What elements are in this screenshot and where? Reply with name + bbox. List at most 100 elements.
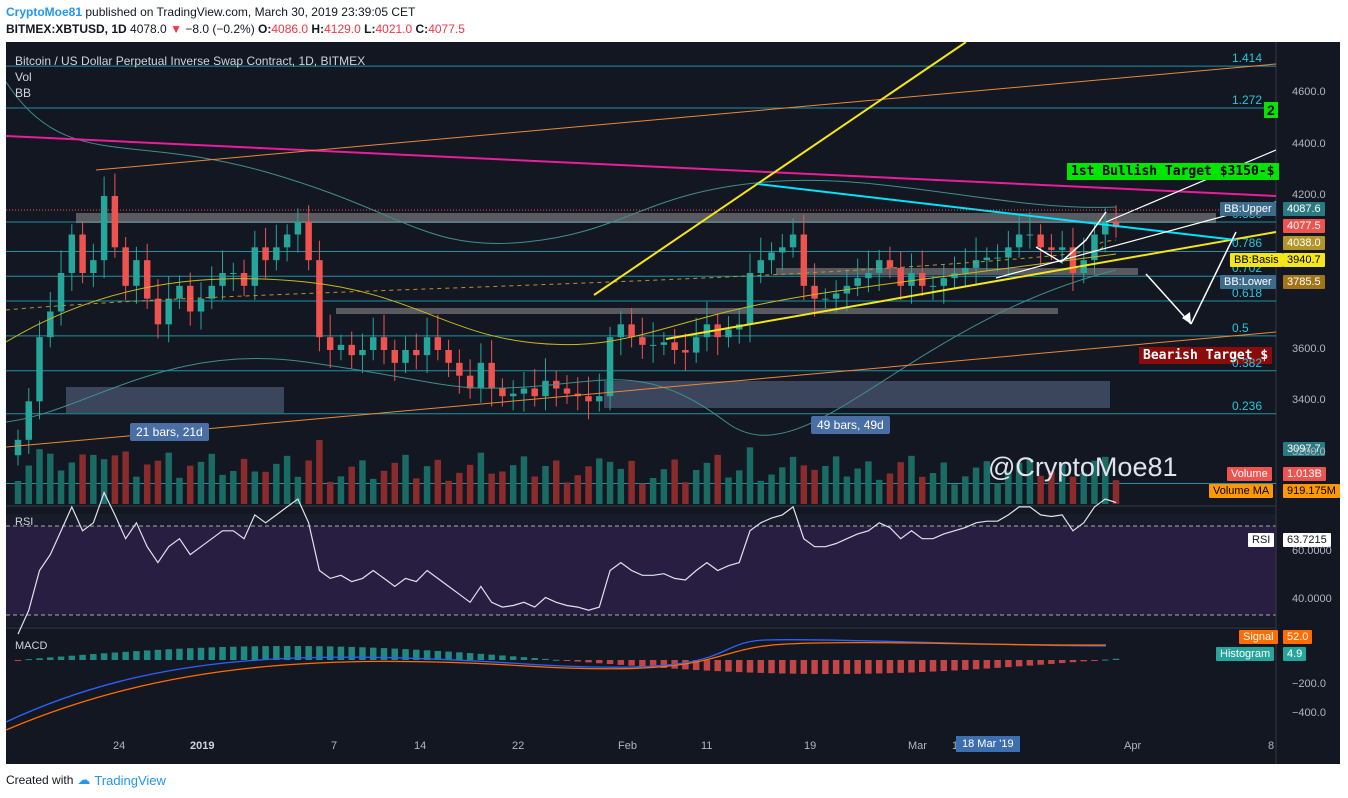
volume-bar-98	[1069, 476, 1077, 504]
fib-label-0: 1.414	[1232, 51, 1263, 66]
candle-body-48	[531, 388, 538, 397]
macd-hist-1	[25, 659, 32, 661]
y-tick-1: 4400.0	[1292, 137, 1326, 150]
macd-hist-31	[348, 646, 355, 660]
candle-body-100	[1091, 234, 1098, 261]
volume-bar-93	[1015, 462, 1023, 504]
candle-body-95	[1037, 234, 1044, 248]
x-tick-12: 8	[1268, 740, 1275, 752]
candle-body-90	[983, 257, 991, 261]
close-value: 4077.5	[428, 22, 465, 36]
macd-hist-44	[488, 654, 495, 660]
value-3097: 3097.7	[1283, 442, 1325, 456]
x-tick-4: 22	[512, 740, 525, 752]
y-tick-2: 4200.0	[1292, 189, 1326, 201]
footer: Created with ☁ TradingView	[6, 772, 166, 788]
candle-body-81	[886, 260, 894, 268]
candle-body-10	[122, 247, 129, 286]
candle-body-73	[800, 234, 808, 286]
volume-bar-4	[57, 470, 65, 504]
macd-hist-22	[251, 646, 259, 660]
volume-bar-59	[649, 478, 657, 504]
macd-hist-3	[47, 657, 54, 660]
macd-hist-46	[509, 656, 517, 660]
histogram-value: 4.9	[1283, 647, 1307, 661]
candle-body-6	[79, 234, 86, 273]
bb-basis-line	[6, 253, 1117, 346]
macd-hist-79	[865, 660, 872, 674]
x-tick-5: Feb	[618, 740, 637, 752]
x-tick-8: Mar	[908, 740, 927, 752]
candle-body-21	[240, 273, 248, 286]
volume-bar-81	[886, 473, 894, 504]
high-label: H:	[311, 22, 325, 36]
macd-hist-35	[391, 648, 398, 660]
y-tick-0: 4600.0	[1292, 86, 1326, 99]
volume-bar-96	[1048, 471, 1055, 504]
macd-hist-37	[413, 649, 420, 660]
candle-body-39	[434, 337, 442, 350]
candle-body-4	[57, 273, 65, 312]
candle-body-11	[133, 260, 140, 286]
tradingview-logo-icon[interactable]: ☁	[77, 772, 91, 787]
macd-hist-27	[305, 646, 312, 660]
steep-trend-line	[593, 42, 967, 296]
candle-body-55	[606, 337, 614, 397]
candle-body-2	[36, 337, 43, 402]
macd-hist-42	[466, 653, 474, 660]
macd-hist-8	[100, 653, 108, 660]
volume-bar-25	[283, 455, 291, 504]
volume-bar-43	[477, 452, 485, 504]
macd-hist-11	[133, 651, 140, 660]
macd-hist-73	[800, 660, 808, 674]
footer-brand[interactable]: TradingView	[94, 772, 166, 788]
chart-svg[interactable]	[6, 42, 1340, 764]
candle-body-56	[617, 324, 625, 338]
volume-bar-6	[79, 454, 86, 504]
signal-label: Signal	[1239, 630, 1278, 644]
chart-area[interactable]: Bitcoin / US Dollar Perpetual Inverse Sw…	[6, 42, 1340, 764]
macd-hist-32	[359, 647, 366, 660]
volume-bar-83	[908, 455, 915, 504]
volume-bar-57	[628, 460, 635, 504]
candle-body-42	[466, 375, 474, 389]
macd-hist-48	[531, 658, 538, 660]
bb-lower-label: BB:Lower	[1220, 275, 1276, 289]
macd-hist-102	[1112, 658, 1120, 660]
rising-support-line	[665, 231, 1277, 340]
bb-basis-value: 3940.7	[1283, 253, 1325, 267]
volume-bar-99	[1080, 472, 1087, 504]
macd-hist-60	[660, 660, 668, 669]
volume-bar-76	[832, 456, 840, 504]
y-tick-4: 3400.0	[1292, 394, 1326, 407]
high-value: 4129.0	[324, 22, 361, 36]
candle-body-0	[14, 439, 22, 456]
macd-hist-12	[143, 650, 151, 660]
down-triangle-icon: ▼	[170, 22, 182, 36]
candle-body-102	[1112, 221, 1120, 228]
volume-bar-42	[466, 464, 474, 504]
candle-body-86	[940, 278, 947, 286]
volume-bar-95	[1037, 475, 1044, 504]
rsi-pane-label: RSI	[15, 516, 34, 528]
macd-hist-4	[57, 656, 65, 660]
candle-body-69	[757, 260, 764, 273]
candle-body-83	[908, 273, 915, 286]
author-name[interactable]: CryptoMoe81	[6, 5, 83, 19]
volume-bar-91	[994, 483, 1001, 504]
candle-body-88	[962, 267, 969, 273]
volume-bar-8	[100, 459, 108, 504]
volume-bar-15	[176, 477, 183, 504]
candle-body-7	[90, 260, 97, 273]
macd-hist-95	[1037, 660, 1044, 665]
macd-hist-17	[197, 647, 205, 660]
volume-bar-13	[154, 460, 162, 504]
x-tick-1: 2019	[190, 740, 215, 752]
candle-body-46	[509, 393, 517, 397]
macd-hist-88	[962, 660, 969, 670]
volume-bar-78	[854, 468, 861, 504]
rsi-band-fill	[6, 526, 1276, 615]
volume-bar-47	[520, 456, 528, 504]
macd-hist-47	[520, 657, 528, 660]
macd-hist-36	[402, 649, 409, 660]
